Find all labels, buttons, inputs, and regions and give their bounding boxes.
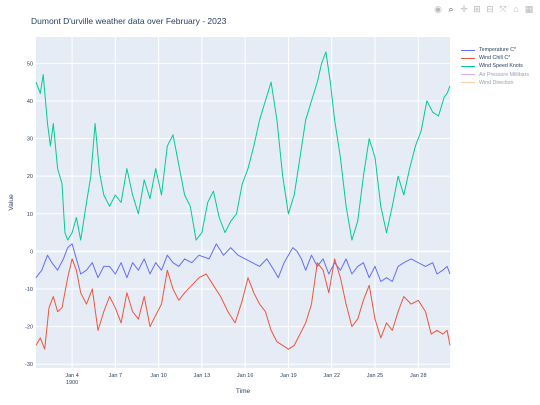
y-tick-label: 0: [30, 249, 33, 255]
zoom-in-icon[interactable]: ⊞: [473, 3, 481, 14]
series-line-temperature: [35, 243, 451, 282]
x-tick-label: Jan 7: [109, 373, 122, 379]
x-tick-label: Jan 25: [367, 373, 384, 379]
y-tick-label: -30: [25, 362, 33, 368]
y-tick-label: 30: [27, 137, 33, 143]
pan-icon[interactable]: ✛: [460, 3, 468, 14]
x-tick-label: Jan 22: [323, 373, 340, 379]
autoscale-icon[interactable]: ⤧: [499, 3, 507, 14]
x-axis-title: Time: [236, 388, 251, 395]
y-tick-label: 40: [27, 99, 33, 105]
legend-item-wind-chill[interactable]: Wind Chill C*: [461, 54, 529, 62]
y-axis-title: Value: [8, 194, 15, 211]
plot-area: [36, 37, 450, 368]
x-tick-label: Jan 10: [150, 373, 167, 379]
x-tick-label: Jan 13: [194, 373, 211, 379]
x-tick-label: Jan 16: [237, 373, 254, 379]
legend-swatch: [461, 82, 475, 84]
y-tick-label: 50: [27, 61, 33, 67]
legend-swatch: [461, 74, 475, 76]
legend-label: Wind Direction: [479, 79, 514, 86]
plotly-logo-icon[interactable]: ▦: [524, 3, 534, 14]
legend-label: Wind Chill C*: [479, 55, 511, 62]
zoom-out-icon[interactable]: ⊟: [486, 3, 494, 14]
legend-item-temperature[interactable]: Temperature C*: [461, 46, 529, 54]
legend-label: Wind Speed Knots: [479, 63, 523, 70]
series-line-wind-chill: [35, 258, 451, 350]
y-tick-label: 10: [27, 212, 33, 218]
legend: Temperature C* Wind Chill C* Wind Speed Kn…: [461, 46, 529, 87]
y-tick-label: -20: [25, 325, 33, 331]
chart-title: Dumont D'urville weather data over Febru…: [31, 16, 227, 26]
x-tick-label: Jan 19: [280, 373, 297, 379]
legend-swatch: [461, 57, 475, 59]
camera-icon[interactable]: ◉: [434, 3, 442, 14]
series-line-wind-speed: [35, 51, 451, 241]
legend-item-wind-direction[interactable]: Wind Direction: [461, 79, 529, 87]
legend-swatch: [461, 65, 475, 67]
legend-item-air-pressure[interactable]: Air Pressure Millibars: [461, 71, 529, 79]
legend-label: Air Pressure Millibars: [479, 71, 530, 78]
modebar: ◉ ⌕ ✛ ⊞ ⊟ ⤧ ⌂ ▦: [433, 4, 534, 14]
y-tick-label: 20: [27, 174, 33, 180]
x-tick-sublabel: 1900: [66, 380, 78, 386]
zoom-icon[interactable]: ⌕: [448, 3, 454, 14]
x-tick-label: Jan 28: [410, 373, 427, 379]
reset-axes-icon[interactable]: ⌂: [513, 3, 519, 14]
legend-label: Temperature C*: [479, 47, 517, 54]
y-tick-label: -10: [25, 287, 33, 293]
legend-item-wind-speed[interactable]: Wind Speed Knots: [461, 62, 529, 70]
x-tick-label: Jan 4: [65, 373, 78, 379]
legend-swatch: [461, 49, 475, 51]
